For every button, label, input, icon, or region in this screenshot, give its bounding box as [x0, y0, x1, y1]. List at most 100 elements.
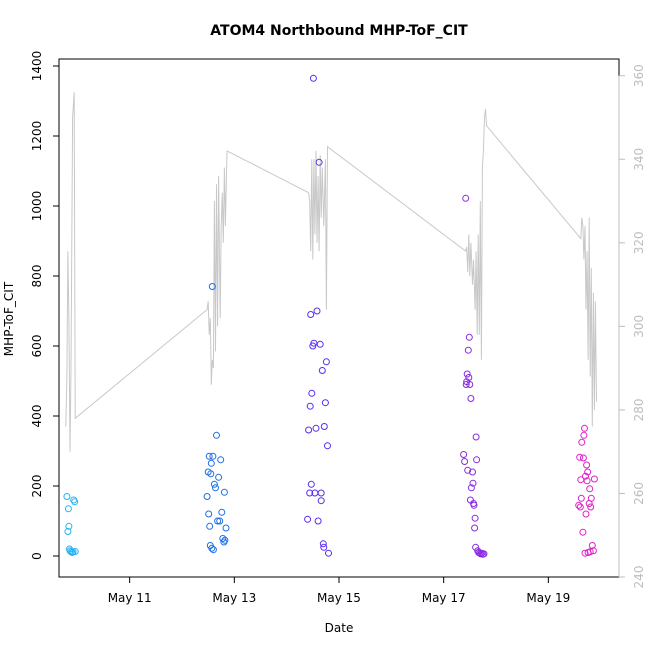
- data-point: [469, 479, 477, 487]
- data-point: [71, 548, 79, 555]
- data-point: [208, 283, 216, 290]
- data-point: [320, 423, 328, 430]
- data-point: [309, 74, 317, 82]
- data-point: [320, 543, 328, 551]
- y-axis-label: MHP-ToF_CIT: [2, 281, 16, 356]
- data-point: [464, 466, 472, 474]
- data-point: [68, 549, 76, 556]
- data-point: [465, 333, 473, 341]
- data-point: [206, 522, 214, 530]
- data-point: [467, 395, 475, 402]
- data-point: [64, 528, 72, 535]
- data-point: [589, 547, 597, 555]
- y-right-tick-label: 320: [632, 231, 646, 254]
- data-point: [582, 472, 589, 480]
- data-point: [462, 381, 470, 388]
- data-point: [576, 503, 584, 511]
- data-point: [319, 540, 327, 548]
- x-axis: May 11 May 13 May 15 May 17 May 19: [108, 576, 570, 605]
- data-point: [220, 488, 228, 496]
- data-point: [217, 456, 225, 464]
- data-point: [308, 389, 316, 397]
- y-right-tick-label: 260: [632, 482, 646, 505]
- data-point: [312, 424, 320, 432]
- data-point: [584, 468, 592, 476]
- data-point: [212, 484, 219, 492]
- data-point: [322, 358, 330, 366]
- data-point: [314, 517, 322, 525]
- data-point: [64, 505, 72, 513]
- y-tick-label: 0: [30, 552, 44, 560]
- data-point: [577, 494, 585, 502]
- y-tick-label: 1000: [30, 191, 44, 222]
- data-point: [480, 550, 488, 558]
- data-point: [71, 498, 79, 506]
- data-point: [579, 454, 587, 462]
- data-point: [460, 451, 468, 458]
- data-point: [587, 494, 595, 502]
- data-point: [205, 452, 213, 460]
- data-point: [316, 340, 324, 348]
- data-point: [210, 480, 218, 488]
- line-series: [65, 92, 597, 452]
- data-point: [469, 468, 476, 476]
- data-point: [213, 431, 220, 439]
- data-point: [463, 370, 471, 378]
- data-point: [315, 158, 323, 166]
- data-point: [471, 514, 479, 522]
- point-series: [63, 74, 598, 558]
- data-point: [471, 524, 479, 532]
- data-point: [472, 543, 480, 551]
- data-point: [317, 489, 325, 497]
- data-point: [470, 501, 478, 509]
- data-point: [65, 522, 73, 530]
- data-point: [209, 546, 217, 554]
- y-tick-label: 200: [30, 475, 44, 498]
- data-point: [222, 524, 230, 532]
- data-point: [220, 538, 228, 546]
- y-tick-label: 600: [30, 335, 44, 358]
- y-tick-label: 1400: [30, 51, 44, 82]
- data-point: [205, 510, 213, 518]
- data-point: [214, 517, 222, 525]
- y-right-tick-label: 360: [632, 64, 646, 87]
- y-tick-label: 800: [30, 265, 44, 288]
- data-point: [473, 456, 481, 464]
- data-point: [304, 515, 312, 523]
- data-point: [221, 536, 229, 544]
- y-tick-label: 1200: [30, 121, 44, 152]
- data-point: [462, 194, 470, 202]
- data-point: [466, 381, 474, 388]
- x-tick-label: May 13: [212, 591, 256, 605]
- data-point: [321, 399, 329, 407]
- y-axis-right: 240 260 280 300 320 340 360: [618, 64, 646, 588]
- series-line: [65, 92, 597, 452]
- x-tick-label: May 19: [526, 591, 570, 605]
- y-axis-left: 0 200 400 600 800 1000 1200 1400: [30, 51, 60, 560]
- y-right-tick-label: 340: [632, 148, 646, 171]
- data-point: [215, 473, 223, 481]
- data-point: [581, 549, 589, 557]
- data-point: [581, 424, 588, 432]
- data-point: [218, 508, 226, 516]
- data-point: [467, 484, 475, 492]
- data-point: [306, 402, 314, 410]
- data-point: [576, 453, 584, 461]
- x-tick-label: May 15: [317, 591, 361, 605]
- plot-frame: [58, 58, 620, 578]
- data-point: [582, 510, 590, 518]
- x-tick-label: May 17: [422, 591, 466, 605]
- data-point: [464, 346, 472, 354]
- y-right-tick-label: 300: [632, 315, 646, 338]
- data-point: [580, 431, 588, 439]
- data-point: [579, 528, 587, 536]
- data-point: [583, 477, 591, 485]
- data-point: [67, 548, 75, 556]
- data-point: [461, 458, 469, 465]
- data-point: [209, 452, 217, 460]
- data-point: [207, 470, 215, 478]
- data-point: [63, 493, 71, 500]
- data-point: [216, 517, 224, 525]
- data-point: [324, 442, 331, 450]
